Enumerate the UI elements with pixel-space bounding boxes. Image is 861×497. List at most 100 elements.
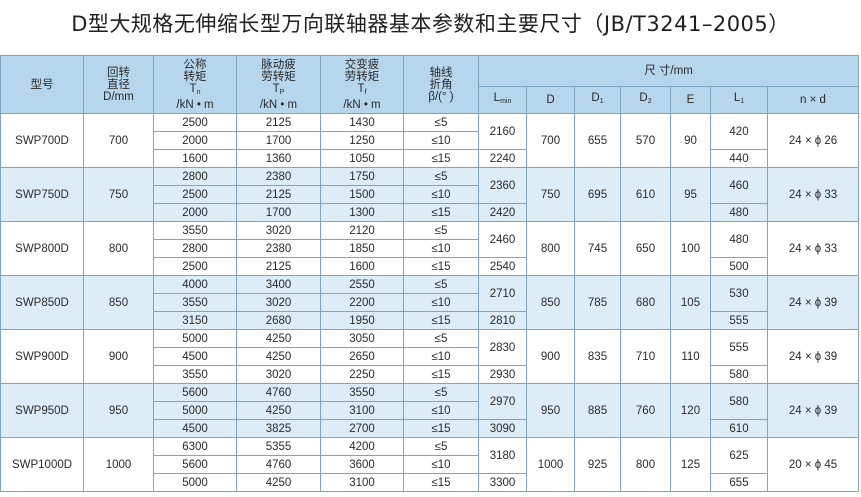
pulsating-torque-cell: 3020 — [236, 293, 321, 312]
pulsating-torque-cell: 4250 — [236, 401, 321, 420]
alternating-torque-cell: 2200 — [320, 293, 404, 312]
pulsating-torque-cell: 4250 — [236, 347, 321, 366]
d2-cell: 610 — [620, 167, 671, 222]
axis-angle-cell: ≤10 — [403, 455, 479, 474]
pulsating-torque-cell: 4760 — [236, 383, 321, 402]
table-row: 5000 4250 3100 ≤10 — [1, 401, 859, 420]
d1-cell: 745 — [574, 221, 621, 276]
table-row: 2800 2380 1850 ≤10 — [1, 239, 859, 258]
table-row: SWP950D 950 5600 4760 3550 ≤5 2970 950 885 760 120… — [0, 383, 860, 438]
table-row: SWP850D 850 4000 3400 2550 ≤5 2710 850 785 680 105… — [0, 275, 860, 330]
pulsating-torque-cell: 3400 — [236, 275, 321, 294]
diameter-cell: 750 — [83, 167, 154, 222]
d2-cell: 570 — [620, 113, 671, 168]
lmin-cell: 2460 — [478, 221, 527, 258]
lmin-cell: 2420 — [478, 203, 527, 222]
diameter-cell: 900 — [83, 329, 154, 384]
pulsating-torque-cell: 1700 — [236, 203, 321, 222]
axis-angle-cell: ≤15 — [403, 473, 479, 492]
alternating-torque-cell: 3100 — [320, 401, 404, 420]
nominal-torque-cell: 2500 — [153, 185, 237, 204]
table-row: 2500 2125 1500 ≤10 — [1, 185, 859, 204]
lmin-cell: 2930 — [478, 365, 527, 384]
l1-cell: 610 — [710, 419, 768, 438]
pulsating-torque-cell: 5355 — [236, 437, 321, 456]
axis-angle-cell: ≤5 — [403, 275, 479, 294]
l1-cell: 500 — [710, 257, 768, 276]
d2-cell: 710 — [620, 329, 671, 384]
alternating-torque-cell: 2550 — [320, 275, 404, 294]
d1-cell: 925 — [574, 437, 621, 492]
lmin-cell: 2540 — [478, 257, 527, 276]
nxd-cell: 24 × ϕ 39 — [766, 383, 860, 438]
nominal-torque-cell: 5600 — [153, 383, 237, 402]
header-pulsating-torque: 脉动疲 劳转矩 TP /kN • m — [236, 55, 321, 114]
diameter-cell: 850 — [83, 275, 154, 330]
alternating-torque-cell: 1750 — [320, 167, 404, 186]
lmin-cell: 3300 — [478, 473, 527, 492]
table-row: 2500 2125 1600 ≤15 2540 500 — [1, 257, 859, 276]
l1-cell: 580 — [710, 383, 768, 420]
nxd-cell: 24 × ϕ 33 — [766, 167, 860, 222]
lmin-cell: 2240 — [478, 149, 527, 168]
lmin-cell: 3180 — [478, 437, 527, 474]
axis-angle-cell: ≤10 — [403, 185, 479, 204]
e-cell: 105 — [670, 275, 711, 330]
axis-angle-cell: ≤10 — [403, 239, 479, 258]
axis-angle-cell: ≤5 — [403, 167, 479, 186]
nominal-torque-cell: 3550 — [153, 365, 237, 384]
pulsating-torque-cell: 4760 — [236, 455, 321, 474]
pulsating-torque-cell: 3020 — [236, 365, 321, 384]
nxd-cell: 24 × ϕ 39 — [766, 275, 860, 330]
nxd-cell: 24 × ϕ 33 — [766, 221, 860, 276]
nominal-torque-cell: 5600 — [153, 455, 237, 474]
lmin-cell: 2970 — [478, 383, 527, 420]
l1-cell: 480 — [710, 203, 768, 222]
nominal-torque-cell: 4500 — [153, 347, 237, 366]
pulsating-torque-cell: 2125 — [236, 113, 321, 132]
table-row: 2000 1700 1250 ≤10 — [1, 131, 859, 150]
axis-angle-cell: ≤15 — [403, 257, 479, 276]
l1-cell: 580 — [710, 365, 768, 384]
nominal-torque-cell: 6300 — [153, 437, 237, 456]
alternating-torque-cell: 3600 — [320, 455, 404, 474]
axis-angle-cell: ≤15 — [403, 149, 479, 168]
l1-cell: 625 — [710, 437, 768, 474]
alternating-torque-cell: 3100 — [320, 473, 404, 492]
d-cell: 700 — [526, 113, 575, 168]
table-row: 5000 4250 3100 ≤15 3300 655 — [1, 473, 859, 492]
l1-cell: 655 — [710, 473, 768, 492]
axis-angle-cell: ≤5 — [403, 329, 479, 348]
alternating-torque-cell: 3550 — [320, 383, 404, 402]
header-d: D — [526, 86, 575, 114]
nominal-torque-cell: 2500 — [153, 257, 237, 276]
d1-cell: 885 — [574, 383, 621, 438]
nominal-torque-cell: 2500 — [153, 113, 237, 132]
alternating-torque-cell: 1600 — [320, 257, 404, 276]
pulsating-torque-cell: 1360 — [236, 149, 321, 168]
d2-cell: 800 — [620, 437, 671, 492]
alternating-torque-cell: 2120 — [320, 221, 404, 240]
d-cell: 850 — [526, 275, 575, 330]
table-row: 3550 3020 2200 ≤10 — [1, 293, 859, 312]
page-title: D型大规格无伸缩长型万向联轴器基本参数和主要尺寸（JB/T3241–2005） — [71, 12, 790, 36]
nominal-torque-cell: 2800 — [153, 239, 237, 258]
model-cell: SWP750D — [0, 167, 84, 222]
pulsating-torque-cell: 3825 — [236, 419, 321, 438]
d1-cell: 835 — [574, 329, 621, 384]
l1-cell: 480 — [710, 221, 768, 258]
model-cell: SWP950D — [0, 383, 84, 438]
diameter-cell: 1000 — [83, 437, 154, 492]
model-cell: SWP700D — [0, 113, 84, 168]
axis-angle-cell: ≤5 — [403, 437, 479, 456]
nominal-torque-cell: 2000 — [153, 203, 237, 222]
header-axis-angle: 轴线 折角 β/(° ) — [403, 55, 479, 114]
alternating-torque-cell: 1250 — [320, 131, 404, 150]
nominal-torque-cell: 4500 — [153, 419, 237, 438]
nominal-torque-cell: 3150 — [153, 311, 237, 330]
diameter-cell: 800 — [83, 221, 154, 276]
d2-cell: 680 — [620, 275, 671, 330]
pulsating-torque-cell: 4250 — [236, 329, 321, 348]
pulsating-torque-cell: 2680 — [236, 311, 321, 330]
axis-angle-cell: ≤5 — [403, 383, 479, 402]
